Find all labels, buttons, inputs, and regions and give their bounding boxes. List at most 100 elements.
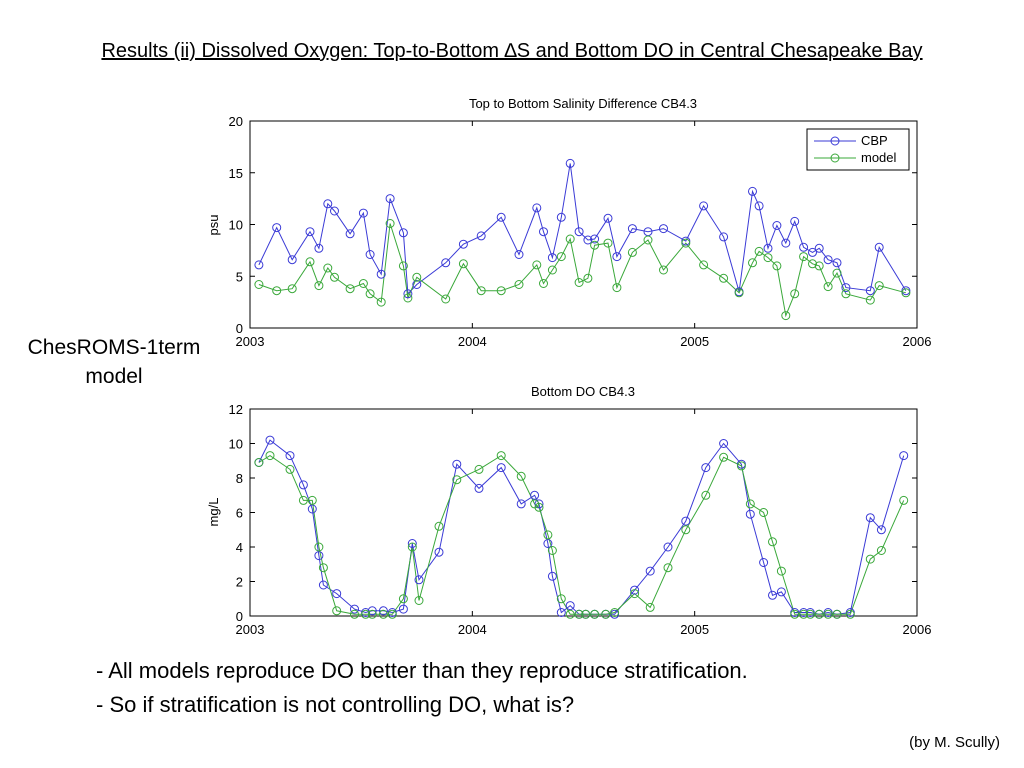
cbp-data-point (763, 243, 773, 253)
model-data-point (398, 594, 408, 604)
model-data-point (814, 261, 824, 271)
cbp-data-point (514, 250, 524, 259)
model-data-point (458, 259, 468, 269)
model-data-point (754, 246, 764, 256)
series-markers (254, 435, 909, 619)
cbp-data-point (719, 439, 729, 448)
legend-cbp-label: CBP (861, 133, 888, 148)
cbp-data-point (358, 208, 368, 218)
bullet-item: - So if stratification is not controllin… (96, 692, 575, 717)
cbp-data-point (314, 243, 324, 253)
model-data-point (365, 289, 375, 299)
cbp-data-point (681, 516, 691, 526)
cbp-data-point (603, 213, 613, 223)
model-data-point (701, 490, 711, 500)
cbp-data-point (314, 551, 324, 561)
model-data-point (387, 609, 397, 619)
cbp-data-point (539, 227, 548, 237)
cbp-data-point (350, 604, 359, 614)
cbp-data-point (630, 585, 640, 595)
model-data-point (699, 260, 709, 270)
cbp-data-point (874, 242, 884, 252)
model-data-point (832, 609, 842, 619)
model-data-point (398, 261, 408, 271)
chart-title: Bottom DO CB4.3 (531, 384, 635, 399)
model-data-point (532, 260, 542, 270)
cbp-data-point (332, 589, 342, 599)
model-data-point (265, 451, 275, 461)
cbp-data-point (823, 255, 833, 265)
cbp-data-point (547, 571, 557, 581)
model-data-point (736, 461, 746, 471)
cbp-data-point (307, 504, 317, 514)
model-data-point (814, 609, 824, 619)
model-data-point (763, 253, 773, 263)
model-data-point (272, 286, 282, 296)
cbp-data-point (865, 286, 875, 296)
model-data-point (441, 294, 451, 304)
cbp-data-point (556, 608, 566, 617)
model-data-point (865, 295, 875, 305)
cbp-data-point (814, 243, 824, 253)
model-data-point (901, 288, 911, 298)
model-data-point (547, 546, 557, 555)
x-tick-label: 2006 (903, 622, 932, 637)
bottom-do-chart: Bottom DO CB4.3 mg/L 2003 2004 2005 2006 0 2 4… (206, 384, 931, 637)
model-data-point (823, 282, 833, 292)
model-data-point (781, 311, 791, 321)
cbp-data-point (474, 483, 484, 493)
model-data-point (643, 235, 653, 245)
cbp-data-point (532, 203, 542, 213)
model-data-point (378, 609, 388, 619)
model-data-point (565, 234, 575, 244)
model-data-point (808, 259, 817, 269)
x-tick-label: 2006 (903, 334, 932, 349)
cbp-data-point (441, 258, 451, 268)
model-data-point (358, 279, 368, 288)
y-axis-label: psu (206, 215, 221, 236)
cbp-data-point (790, 216, 800, 226)
series-lines (258, 163, 907, 318)
model-data-point (332, 606, 342, 616)
cbp-data-point (345, 229, 355, 239)
model-data-point (663, 563, 673, 573)
model-data-point (832, 268, 842, 278)
cbp-data-point (768, 590, 777, 600)
y-tick-label: 20 (229, 114, 243, 129)
cbp-data-point (254, 260, 264, 270)
cbp-data-point (496, 463, 506, 473)
cbp-data-point (776, 587, 786, 597)
model-label-line2: model (85, 365, 143, 388)
cbp-data-point (841, 283, 851, 293)
x-tick-label: 2003 (236, 334, 265, 349)
model-data-point (805, 609, 815, 619)
model-data-point (799, 609, 809, 619)
model-data-point (681, 525, 691, 535)
cbp-data-point (305, 227, 315, 237)
cbp-data-point (754, 201, 764, 211)
model-data-point (314, 542, 324, 552)
plot-area (249, 408, 918, 617)
cbp-data-point (476, 231, 486, 241)
cbp-data-point (556, 212, 566, 222)
cbp-data-point (543, 539, 553, 548)
x-tick-label: 2004 (458, 622, 487, 637)
cbp-data-point (376, 269, 386, 279)
model-data-point (314, 281, 324, 291)
model-data-point (874, 281, 884, 291)
model-data-point (496, 451, 506, 461)
model-data-point (543, 530, 553, 540)
model-data-point (367, 609, 377, 619)
model-data-point (612, 283, 622, 293)
model-data-point (307, 495, 317, 505)
model-data-point (514, 280, 524, 289)
bullet-item: - All models reproduce DO better than th… (96, 658, 748, 683)
model-data-point (865, 554, 875, 564)
bullet-list: - All models reproduce DO better than th… (96, 654, 748, 722)
cbp-data-point (287, 255, 297, 265)
model-data-point (534, 502, 544, 512)
model-data-point (285, 464, 295, 474)
slide-title: Results (ii) Dissolved Oxygen: Top-to-Bo… (101, 40, 923, 62)
cbp-data-point (583, 235, 593, 245)
